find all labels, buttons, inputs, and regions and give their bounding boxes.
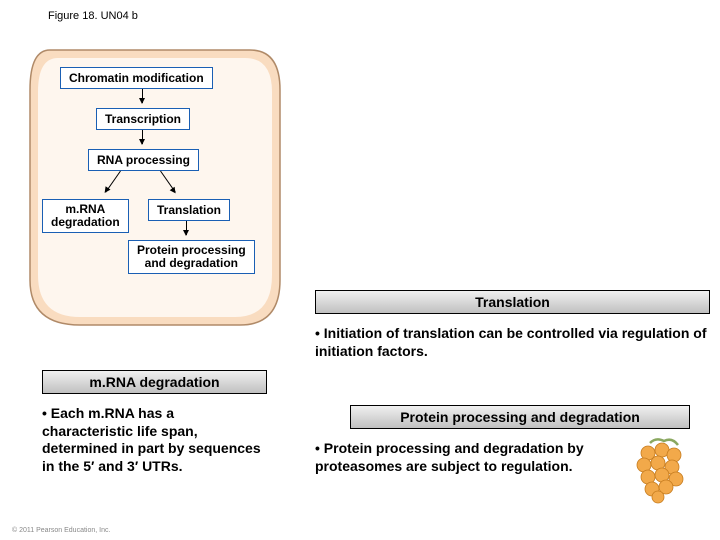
translation-header: Translation bbox=[315, 290, 710, 314]
mrna-deg-line2: degradation bbox=[51, 215, 120, 229]
mrna-deg-line1: m.RNA bbox=[65, 202, 105, 216]
arrow-icon bbox=[142, 89, 143, 103]
translation-text: • Initiation of translation can be contr… bbox=[315, 325, 710, 360]
proteasome-icon bbox=[630, 435, 690, 505]
copyright-text: © 2011 Pearson Education, Inc. bbox=[12, 527, 110, 534]
arrow-icon bbox=[186, 221, 187, 235]
protein-text: • Protein processing and degradation by … bbox=[315, 440, 615, 475]
arrow-icon bbox=[142, 130, 143, 144]
protein-line1: Protein processing bbox=[137, 243, 246, 257]
protein-header: Protein processing and degradation bbox=[350, 405, 690, 429]
box-rna-processing: RNA processing bbox=[88, 149, 199, 171]
figure-label: Figure 18. UN04 b bbox=[48, 10, 138, 22]
mrna-deg-header: m.RNA degradation bbox=[42, 370, 267, 394]
box-chromatin: Chromatin modification bbox=[60, 67, 213, 89]
box-mrna-degradation: m.RNA degradation bbox=[42, 199, 129, 233]
box-protein: Protein processing and degradation bbox=[128, 240, 255, 274]
box-translation: Translation bbox=[148, 199, 230, 221]
box-transcription: Transcription bbox=[96, 108, 190, 130]
mrna-deg-text: • Each m.RNA has a characteristic life s… bbox=[42, 405, 267, 475]
protein-line2: and degradation bbox=[145, 256, 238, 270]
